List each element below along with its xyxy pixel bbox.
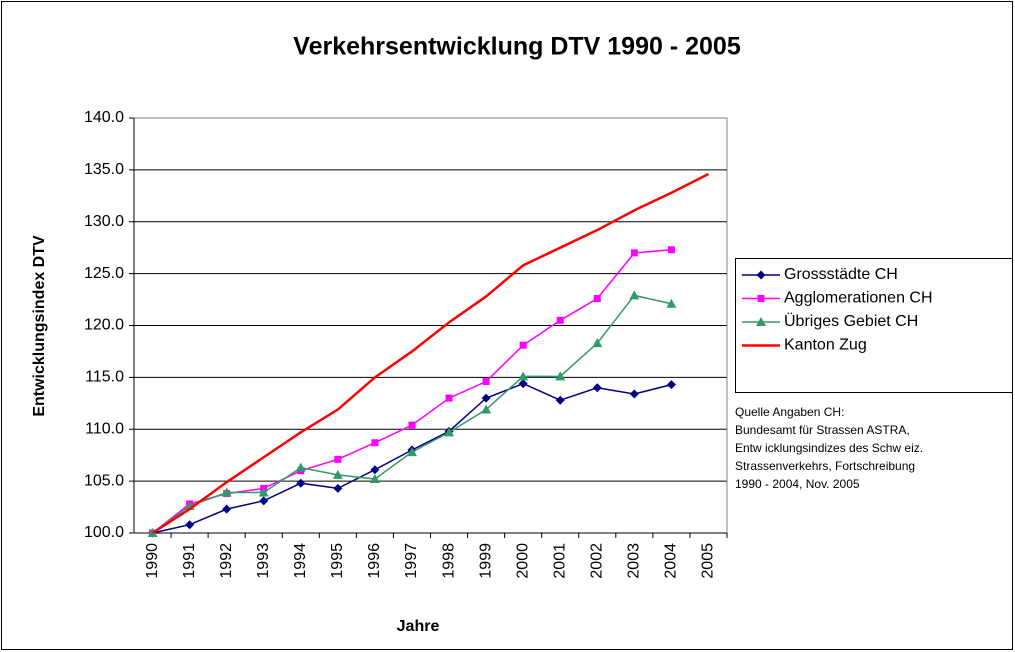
source-note: Quelle Angaben CH: — [735, 405, 844, 419]
source-note: Bundesamt für Strassen ASTRA, — [735, 423, 910, 437]
data-point — [482, 378, 490, 386]
data-point — [259, 496, 269, 506]
y-tick-label: 105.0 — [84, 472, 124, 489]
y-tick-label: 120.0 — [84, 317, 124, 334]
x-tick-label: 2000 — [514, 543, 531, 579]
x-tick-label: 1999 — [477, 543, 494, 579]
y-axis-title: Entwicklungsindex DTV — [31, 235, 48, 417]
x-axis-title: Jahre — [397, 618, 440, 635]
legend-marker — [756, 317, 766, 326]
data-point — [519, 341, 527, 349]
x-tick-label: 1993 — [255, 543, 272, 579]
x-tick-label: 1995 — [329, 543, 346, 579]
data-point — [185, 520, 195, 530]
data-point — [667, 246, 675, 254]
x-tick-label: 1990 — [144, 543, 161, 579]
y-tick-label: 140.0 — [84, 109, 124, 126]
data-point — [481, 404, 492, 414]
data-point — [592, 383, 602, 393]
data-point — [332, 469, 343, 479]
data-point — [258, 487, 269, 497]
legend-label: Grossstädte CH — [784, 266, 898, 283]
x-tick-label: 1997 — [403, 543, 420, 579]
y-tick-label: 125.0 — [84, 265, 124, 282]
x-tick-label: 1996 — [366, 543, 383, 579]
data-point — [629, 389, 639, 399]
data-point — [370, 465, 380, 475]
y-tick-label: 130.0 — [84, 213, 124, 230]
y-tick-label: 115.0 — [85, 369, 124, 386]
data-point — [630, 249, 638, 257]
data-point — [408, 421, 416, 429]
series-line — [151, 172, 710, 535]
data-point — [371, 439, 379, 447]
source-note: Strassenverkehrs, Fortschreibung — [735, 459, 915, 473]
data-point — [556, 316, 564, 324]
data-point — [518, 379, 528, 389]
data-point — [592, 338, 603, 348]
data-point — [369, 474, 380, 484]
legend-label: Agglomerationen CH — [784, 290, 933, 307]
x-tick-label: 2003 — [626, 543, 643, 579]
x-tick-label: 1994 — [292, 543, 309, 579]
x-tick-label: 2004 — [663, 543, 680, 579]
legend-label: Übriges Gebiet CH — [784, 312, 918, 330]
x-tick-label: 2001 — [551, 543, 568, 579]
legend-box — [735, 258, 1013, 393]
data-point — [444, 427, 455, 437]
legend-label: Kanton Zug — [784, 337, 867, 354]
legend-marker — [757, 295, 765, 302]
chart-title: Verkehrsentwicklung DTV 1990 - 2005 — [293, 33, 741, 61]
x-tick-label: 2005 — [700, 543, 717, 579]
data-point — [555, 371, 566, 381]
data-point — [518, 371, 529, 381]
data-point — [296, 478, 306, 488]
data-point — [406, 447, 417, 457]
data-point — [445, 394, 453, 402]
legend-marker — [756, 270, 766, 280]
source-note: Entw icklungsindizes des Schw eiz. — [735, 441, 923, 455]
data-point — [333, 483, 343, 493]
x-tick-label: 2002 — [589, 543, 606, 579]
data-point — [666, 380, 676, 390]
source-note: 1990 - 2004, Nov. 2005 — [735, 477, 860, 491]
x-tick-label: 1992 — [218, 543, 235, 579]
x-tick-label: 1998 — [440, 543, 457, 579]
y-tick-label: 100.0 — [84, 524, 124, 541]
data-point — [593, 295, 601, 303]
data-point — [221, 487, 232, 497]
y-tick-label: 110.0 — [85, 420, 124, 437]
data-point — [222, 504, 232, 514]
data-point — [666, 298, 677, 308]
data-point — [481, 393, 491, 403]
data-point — [629, 290, 640, 300]
data-point — [334, 455, 342, 463]
x-tick-label: 1991 — [181, 543, 198, 579]
data-point — [555, 395, 565, 405]
data-point — [295, 462, 306, 472]
y-tick-label: 135.0 — [84, 161, 124, 178]
